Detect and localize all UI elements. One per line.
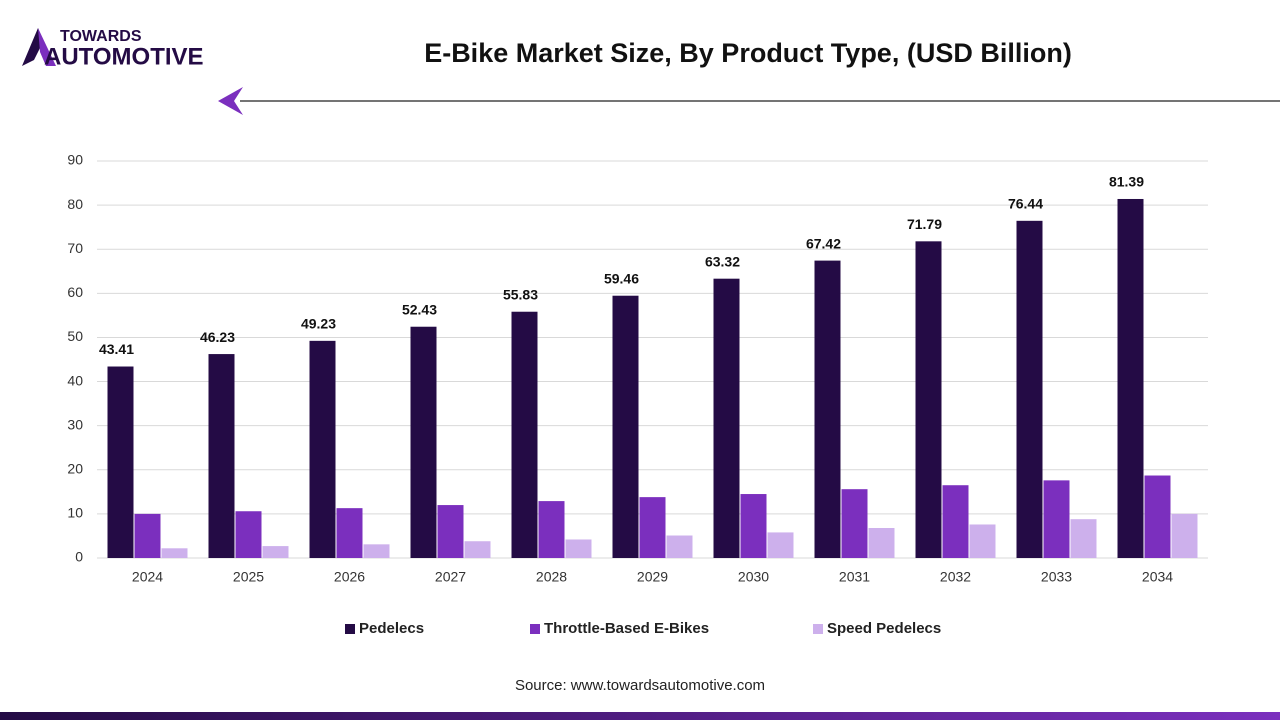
x-tick-label: 2025 bbox=[233, 569, 264, 585]
legend-label: Pedelecs bbox=[359, 620, 424, 637]
footer-bar bbox=[0, 712, 1280, 720]
bar bbox=[1043, 480, 1070, 558]
bar bbox=[814, 260, 841, 558]
legend-swatch bbox=[813, 624, 823, 634]
legend-label: Throttle-Based E-Bikes bbox=[544, 620, 709, 637]
bar bbox=[868, 528, 895, 558]
bar bbox=[666, 535, 693, 558]
legend-swatch bbox=[530, 624, 540, 634]
bar bbox=[309, 340, 336, 558]
bar bbox=[208, 354, 235, 558]
y-tick-label: 30 bbox=[67, 416, 83, 432]
bar bbox=[511, 311, 538, 558]
value-label: 49.23 bbox=[301, 316, 336, 332]
value-label: 52.43 bbox=[402, 301, 437, 317]
value-label: 43.41 bbox=[99, 341, 134, 357]
logo-text: TOWARDS bbox=[60, 28, 142, 45]
chart-title: E-Bike Market Size, By Product Type, (US… bbox=[424, 38, 1072, 68]
bar bbox=[1016, 220, 1043, 558]
x-tick-label: 2033 bbox=[1041, 569, 1072, 585]
bar bbox=[161, 548, 188, 558]
bar bbox=[437, 505, 464, 558]
x-tick-label: 2031 bbox=[839, 569, 870, 585]
value-label: 59.46 bbox=[604, 270, 639, 286]
y-tick-label: 80 bbox=[67, 196, 83, 212]
legend-label: Speed Pedelecs bbox=[827, 620, 941, 637]
value-label: 67.42 bbox=[806, 235, 841, 251]
value-label: 55.83 bbox=[503, 286, 538, 302]
value-label: 71.79 bbox=[907, 216, 942, 232]
bar bbox=[639, 497, 666, 558]
value-label: 63.32 bbox=[705, 253, 740, 269]
x-tick-label: 2026 bbox=[334, 569, 365, 585]
source-note: Source: www.towardsautomotive.com bbox=[515, 677, 765, 694]
bar bbox=[1070, 519, 1097, 558]
value-label: 81.39 bbox=[1109, 174, 1144, 190]
legend-swatch bbox=[345, 624, 355, 634]
bar bbox=[1144, 475, 1171, 558]
x-tick-label: 2028 bbox=[536, 569, 567, 585]
x-tick-label: 2030 bbox=[738, 569, 769, 585]
bar bbox=[1117, 198, 1144, 558]
value-label: 76.44 bbox=[1008, 196, 1043, 212]
bar bbox=[841, 489, 868, 558]
bar bbox=[336, 508, 363, 558]
y-tick-label: 20 bbox=[67, 460, 83, 476]
bar bbox=[538, 501, 565, 558]
bar bbox=[235, 511, 262, 558]
y-tick-label: 50 bbox=[67, 328, 83, 344]
bar bbox=[1171, 513, 1198, 558]
x-tick-label: 2027 bbox=[435, 569, 466, 585]
bar bbox=[767, 532, 794, 558]
bar bbox=[134, 513, 161, 558]
bar bbox=[740, 494, 767, 558]
x-tick-label: 2024 bbox=[132, 569, 163, 585]
logo-text: AUTOMOTIVE bbox=[44, 43, 204, 70]
bar bbox=[107, 366, 134, 558]
y-tick-label: 70 bbox=[67, 240, 83, 256]
bar bbox=[464, 541, 491, 558]
bar bbox=[612, 295, 639, 558]
bar bbox=[565, 539, 592, 558]
bar bbox=[410, 326, 437, 558]
bar bbox=[713, 278, 740, 558]
bar bbox=[363, 544, 390, 558]
x-tick-label: 2029 bbox=[637, 569, 668, 585]
bar bbox=[942, 485, 969, 558]
x-tick-label: 2034 bbox=[1142, 569, 1173, 585]
y-tick-label: 90 bbox=[67, 152, 83, 168]
bar bbox=[262, 546, 289, 558]
y-tick-label: 0 bbox=[75, 549, 83, 565]
y-tick-label: 40 bbox=[67, 372, 83, 388]
bar bbox=[915, 241, 942, 558]
header-arrow bbox=[218, 87, 243, 115]
x-tick-label: 2032 bbox=[940, 569, 971, 585]
value-label: 46.23 bbox=[200, 329, 235, 345]
bar bbox=[969, 524, 996, 558]
logo-icon bbox=[38, 28, 56, 66]
y-tick-label: 10 bbox=[67, 505, 83, 521]
y-tick-label: 60 bbox=[67, 284, 83, 300]
